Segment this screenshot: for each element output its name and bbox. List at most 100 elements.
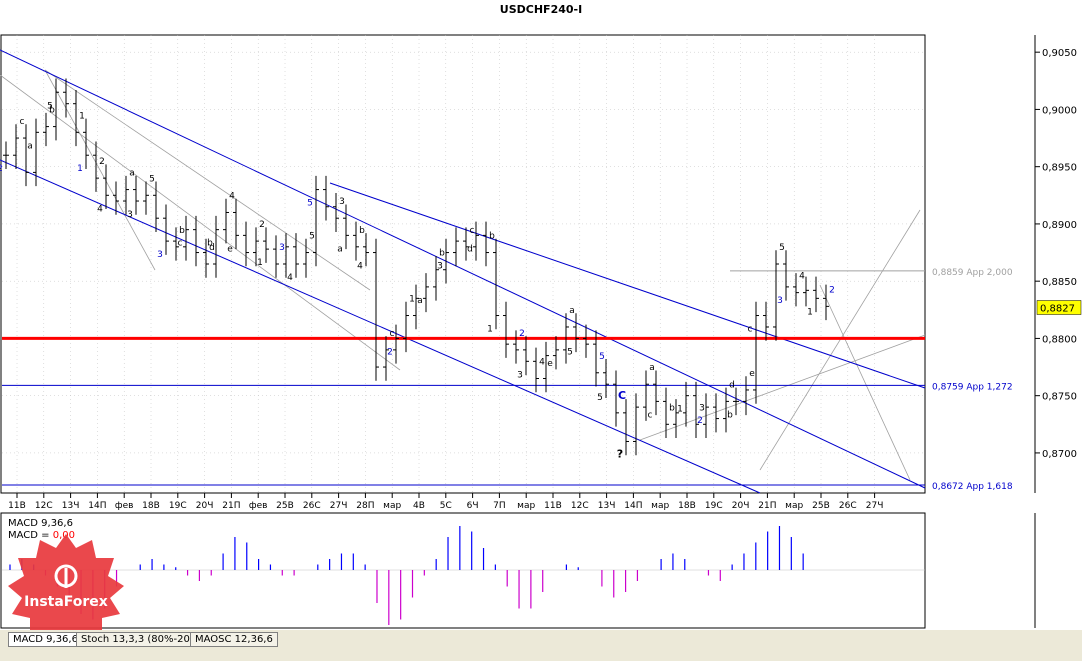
y-tick-label: 0,8850 — [1042, 277, 1077, 288]
level-label: 0,8672 App 1,618 — [932, 482, 1013, 492]
price-panel — [0, 34, 926, 494]
wave-label: 4 — [357, 262, 363, 272]
wave-label: a — [569, 306, 575, 316]
wave-label: 4 — [97, 204, 103, 214]
wave-label: 4 — [539, 358, 545, 368]
wave-label: a — [417, 296, 423, 306]
x-tick-label: 12С — [35, 501, 53, 511]
x-tick-label: 25В — [812, 501, 830, 511]
macd-value: 0,00 — [53, 530, 75, 541]
wave-label: 5 — [597, 393, 603, 403]
x-tick-label: 27Ч — [866, 501, 884, 511]
chart-canvas: 0,8859 App 2,000 0,8759 App 1,272 0,8672 A… — [0, 34, 1082, 629]
wave-label: 2 — [519, 329, 525, 339]
x-axis: 11В 12С 13Ч 14П фев 18В 19С 20Ч 21П фев 25В 26С 27Ч 2… — [8, 493, 883, 511]
wave-label: 3 — [279, 243, 285, 253]
wave-labels: 2cab51124a353bcdb4e2134553ab4c21ab3cdb12… — [0, 101, 835, 460]
wave-label: 1 — [79, 111, 85, 121]
indicator-tab-bar: MACD 9,36,6 Stoch 13,3,3 (80%-20%) MAOSC… — [0, 630, 1082, 661]
wave-label: b — [179, 226, 185, 236]
channel-line — [0, 49, 926, 489]
x-tick-label: 18В — [142, 501, 160, 511]
macd-header-2: MACD = 0,00 — [8, 530, 75, 541]
wave-label: d — [729, 380, 735, 390]
wave-label: 3 — [157, 250, 163, 260]
wave-label: 5 — [47, 101, 53, 111]
wave-label: 5 — [309, 232, 315, 242]
x-tick-label: 21П — [222, 501, 240, 511]
wave-label: 2 — [697, 416, 703, 426]
wave-label: c — [748, 325, 753, 335]
x-tick-label: 26С — [839, 501, 857, 511]
x-tick-label: фев — [249, 501, 268, 511]
wave-label: a — [649, 363, 655, 373]
y-tick-label: 0,9000 — [1042, 105, 1077, 116]
wave-label: 2 — [99, 157, 105, 167]
fib-line — [639, 334, 926, 441]
wave-label: c — [390, 329, 395, 339]
wave-label: c — [648, 410, 653, 420]
wave-label: e — [547, 359, 553, 369]
wave-label: 2 — [259, 220, 265, 230]
wave-label: 5 — [567, 347, 573, 357]
wave-label: e — [227, 244, 233, 254]
fib-line — [759, 209, 921, 471]
x-tick-label: 28П — [356, 501, 374, 511]
x-tick-label: 11В — [544, 501, 562, 511]
wave-label: 3 — [517, 370, 523, 380]
x-tick-label: 27Ч — [330, 501, 348, 511]
wave-label: c — [20, 117, 25, 127]
wave-label: b — [727, 410, 733, 420]
wave-label: c — [470, 226, 475, 236]
wave-label: a — [337, 244, 343, 254]
grid — [2, 35, 925, 493]
tab-macd[interactable]: MACD 9,36,6 — [8, 632, 83, 647]
wave-label: d — [467, 244, 473, 254]
wave-label: b — [669, 403, 675, 413]
wave-label: 1 — [77, 164, 83, 174]
wave-label: 1 — [677, 405, 683, 415]
chart-title: USDCHF240-I — [499, 3, 583, 16]
wave-label: ? — [617, 447, 623, 460]
wave-label: b — [489, 232, 495, 242]
x-tick-label: 11В — [8, 501, 26, 511]
wave-label: 3 — [127, 210, 133, 220]
wave-label: 5 — [307, 199, 313, 209]
wave-label: 3 — [339, 197, 345, 207]
fib-line — [44, 69, 156, 271]
y-tick-label: 0,9050 — [1042, 48, 1077, 59]
x-tick-label: 14П — [624, 501, 642, 511]
trend-channel — [0, 49, 926, 494]
tab-maosc[interactable]: MAOSC 12,36,6 — [190, 632, 278, 647]
wave-label: c — [178, 239, 183, 249]
y-tick-label: 0,8700 — [1042, 449, 1077, 460]
wave-label: 1 — [409, 295, 415, 305]
logo-text: InstaForex — [24, 594, 108, 610]
x-tick-label: мар — [785, 501, 803, 511]
x-tick-label: 20Ч — [732, 501, 750, 511]
y-axis: 0,9050 0,9000 0,8950 0,8900 0,8850 0,8800 0,87… — [1035, 48, 1077, 460]
macd-panel — [0, 512, 926, 629]
wave-label: 4 — [229, 191, 235, 201]
wave-label: 2 — [0, 164, 3, 174]
x-tick-label: 19С — [705, 501, 723, 511]
wave-label: 4 — [799, 272, 805, 282]
channel-line — [329, 182, 926, 389]
tab-stoch[interactable]: Stoch 13,3,3 (80%-20%) — [76, 632, 209, 647]
x-tick-label: мар — [651, 501, 669, 511]
x-tick-label: 18В — [678, 501, 696, 511]
wave-label: 3 — [777, 296, 783, 306]
wave-label: 3 — [437, 262, 443, 272]
x-tick-label: мар — [517, 501, 535, 511]
wave-label: 4 — [287, 273, 293, 283]
wave-label: e — [749, 369, 755, 379]
x-tick-label: 25В — [276, 501, 294, 511]
x-tick-label: 5С — [440, 501, 452, 511]
wave-label: b — [49, 106, 55, 116]
x-tick-label: 12С — [571, 501, 589, 511]
wave-label: b — [359, 226, 365, 236]
wave-label: 1 — [257, 258, 263, 268]
wave-label: b — [439, 249, 445, 259]
y-tick-label: 0,8750 — [1042, 392, 1077, 403]
channel-line — [0, 159, 761, 494]
